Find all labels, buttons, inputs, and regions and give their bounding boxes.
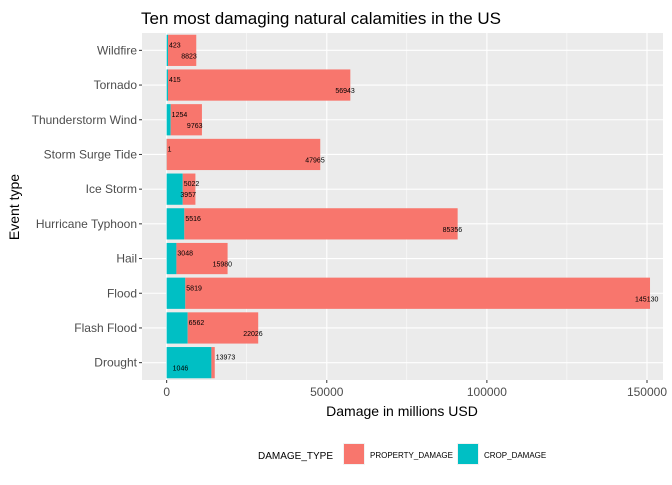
chart-title: Ten most damaging natural calamities in … (141, 9, 501, 28)
bar-crop-damage (167, 174, 183, 205)
bar-crop-damage (167, 278, 186, 309)
bar-property-damage (171, 104, 202, 135)
bar-property-damage (176, 243, 227, 274)
legend-label: CROP_DAMAGE (484, 451, 546, 460)
x-tick-label: 50000 (310, 385, 344, 399)
y-tick-label: Thunderstorm Wind (32, 113, 137, 127)
y-tick-label: Drought (94, 356, 137, 370)
data-label-property: 15980 (213, 262, 233, 269)
legend-swatch (458, 444, 478, 464)
bar-property-damage (185, 278, 650, 309)
data-label-property: 9763 (187, 123, 203, 130)
bar-property-damage (211, 347, 214, 378)
bar-crop-damage (167, 312, 188, 343)
bar-crop-damage (167, 69, 168, 100)
data-label-crop: 423 (169, 42, 181, 49)
bar-property-damage (167, 139, 321, 170)
y-tick-label: Wildfire (97, 43, 137, 57)
bar-property-damage (184, 208, 457, 239)
data-label-crop: 415 (169, 77, 181, 84)
data-label-property: 85356 (443, 227, 463, 234)
data-label-property: 1046 (173, 366, 189, 373)
bar-crop-damage (167, 243, 177, 274)
data-label-crop: 3048 (177, 251, 193, 258)
y-tick-label: Ice Storm (86, 182, 137, 196)
legend: DAMAGE_TYPE PROPERTY_DAMAGE CROP_DAMAGE (258, 443, 546, 465)
data-label-crop: 5516 (185, 216, 201, 223)
x-tick-label: 0 (163, 385, 170, 399)
data-label-property: 8823 (181, 53, 197, 60)
legend-swatch (344, 444, 364, 464)
legend-title: DAMAGE_TYPE (258, 451, 333, 462)
y-tick-label: Tornado (94, 78, 138, 92)
x-axis-title: Damage in millions USD (326, 403, 478, 419)
bar-property-damage (188, 312, 259, 343)
y-tick-label: Hurricane Typhoon (36, 217, 137, 231)
bar-property-damage (168, 35, 196, 66)
data-label-crop: 5022 (184, 181, 200, 188)
data-label-property: 56943 (335, 88, 355, 95)
x-axis: 0 50000 100000 150000 (163, 380, 667, 399)
x-tick-label: 100000 (467, 385, 507, 399)
y-tick-label: Flood (107, 286, 137, 300)
bar-crop-damage (167, 35, 168, 66)
data-label-property: 145130 (635, 296, 658, 303)
data-label-crop: 6562 (189, 320, 205, 327)
bar-crop-damage (167, 347, 212, 378)
legend-label: PROPERTY_DAMAGE (370, 451, 453, 460)
bar-property-damage (183, 174, 196, 205)
data-label-crop: 1254 (172, 112, 188, 119)
bar-crop-damage (167, 208, 185, 239)
x-tick-label: 150000 (627, 385, 667, 399)
y-tick-label: Flash Flood (74, 321, 137, 335)
data-label-crop: 1 (168, 146, 172, 153)
data-label-property: 3957 (180, 192, 196, 199)
bar-property-damage (168, 69, 350, 100)
y-axis: Drought Flash Flood Flood Hail Hurricane Typ… (32, 43, 142, 369)
y-tick-label: Storm Surge Tide (44, 147, 138, 161)
y-axis-title: Event type (6, 174, 22, 240)
data-label-crop: 13973 (216, 355, 236, 362)
y-tick-label: Hail (116, 252, 137, 266)
data-label-property: 47965 (305, 157, 325, 164)
data-label-property: 22026 (243, 331, 263, 338)
data-label-crop: 5819 (186, 285, 202, 292)
bar-crop-damage (167, 104, 171, 135)
